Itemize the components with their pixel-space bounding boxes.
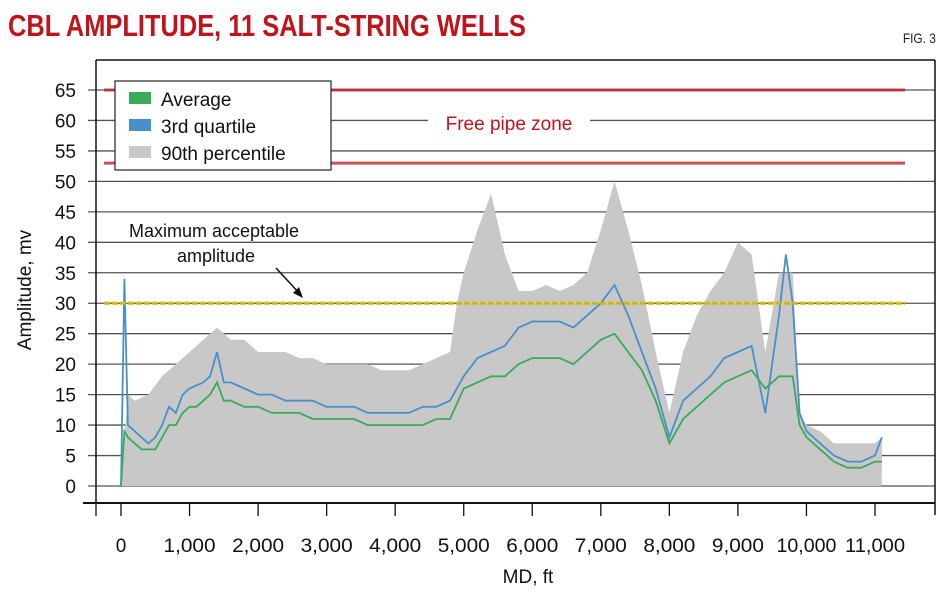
legend: Average 3rd quartile 90th percentile (114, 80, 332, 171)
series-area-90th-percentile (121, 181, 882, 486)
x-tick-label: 1,000 (164, 536, 216, 557)
max-amplitude-label-line2: amplitude (177, 246, 255, 266)
x-axis-label: MD, ft (503, 567, 554, 588)
free-pipe-label: Free pipe zone (446, 114, 573, 135)
x-tick-label: 3,000 (301, 536, 353, 557)
chart-title: CBL AMPLITUDE, 11 SALT-STRING WELLS (8, 8, 526, 43)
label-background (428, 112, 590, 136)
series-line-3rd-quartile (120, 254, 883, 487)
max-amplitude-label-line1: Maximum acceptable (129, 221, 299, 241)
legend-swatch-3rd-quartile (129, 119, 151, 131)
y-tick-label: 50 (55, 172, 76, 193)
y-axis-label: Amplitude, mv (15, 229, 36, 350)
y-tick-label: 55 (55, 142, 76, 163)
y-tick-label: 10 (55, 416, 76, 437)
x-tick-label: 10,000 (776, 536, 836, 557)
y-tick-label: 60 (55, 111, 76, 132)
legend-swatch-average (129, 92, 151, 104)
x-tick-label: 11,000 (845, 536, 905, 557)
x-tick-label: 4,000 (369, 536, 421, 557)
annotation-arrow (275, 267, 301, 295)
series-line-average (120, 332, 882, 487)
legend-swatch-90th-percentile (129, 146, 151, 158)
legend-label-3rd-quartile: 3rd quartile (161, 117, 256, 138)
x-tick-label: 9,000 (712, 536, 764, 557)
y-tick-label: 35 (55, 264, 76, 285)
legend-label-average: Average (161, 90, 231, 111)
x-tick-label: 0 (116, 536, 127, 557)
x-tick-label: 8,000 (643, 536, 695, 557)
y-tick-label: 20 (55, 355, 76, 376)
x-tick-label: 7,000 (575, 536, 627, 557)
y-tick-label: 65 (55, 81, 76, 102)
legend-label-90th-percentile: 90th percentile (161, 144, 286, 165)
x-tick-label: 2,000 (232, 536, 284, 557)
figure-label: FIG. 3 (902, 30, 936, 46)
y-tick-label: 40 (55, 233, 76, 254)
x-tick-label: 5,000 (438, 536, 490, 557)
y-tick-label: 15 (55, 386, 76, 407)
y-tick-label: 45 (55, 203, 76, 224)
y-tick-label: 5 (65, 447, 76, 468)
y-tick-label: 0 (65, 477, 76, 498)
y-tick-label: 25 (55, 325, 76, 346)
x-tick-label: 6,000 (506, 536, 558, 557)
y-tick-label: 30 (55, 294, 76, 315)
annotation-arrowhead (293, 287, 303, 298)
